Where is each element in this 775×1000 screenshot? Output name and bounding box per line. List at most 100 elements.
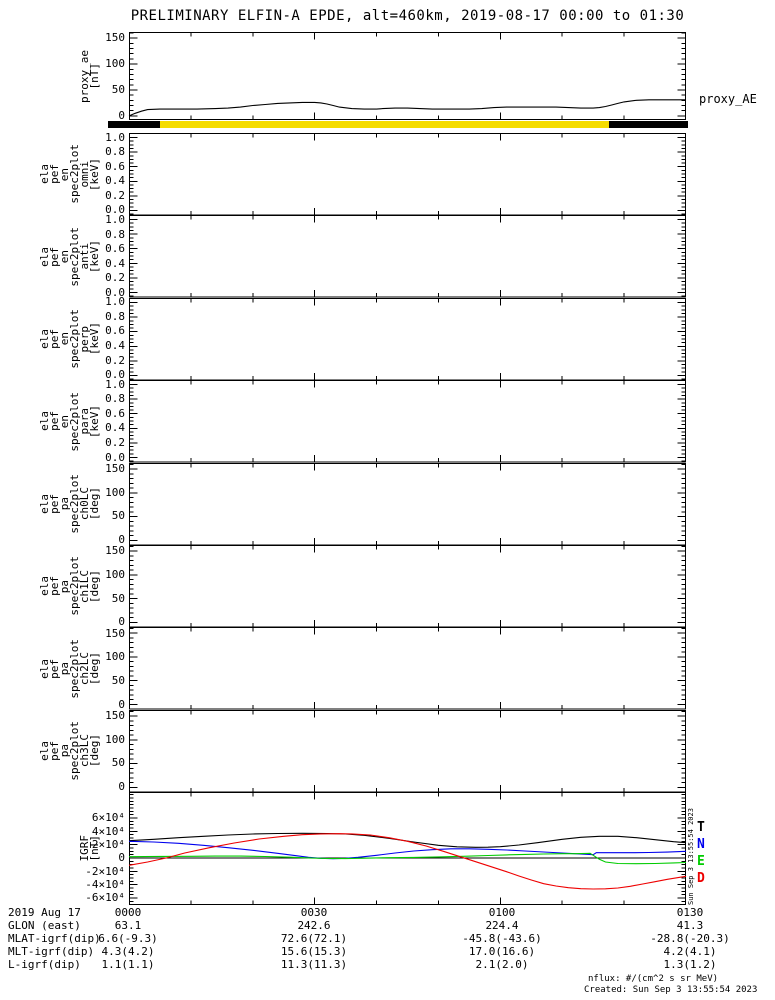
plot-title: PRELIMINARY ELFIN-A EPDE, alt=460km, 201… <box>130 8 685 24</box>
y-tick-label: -6×10⁴ <box>85 891 125 905</box>
y-tick-label: 150 <box>105 461 125 475</box>
y-tick-label: 2×10⁴ <box>91 837 125 851</box>
y-tick-label: 0.2 <box>105 271 125 285</box>
y-tick-label: 0 <box>118 533 125 546</box>
panel-plot-ela_pef_pa_spec2plot_ch1LC <box>129 545 686 628</box>
y-tick-label: 0.2 <box>105 353 125 367</box>
legend-entry-T: T <box>697 820 705 835</box>
table-cell: 11.3(11.3) <box>280 958 348 971</box>
y-tick-label: 100 <box>105 57 125 71</box>
y-tick-label: 0 <box>118 615 125 629</box>
table-row-label: MLT-igrf(dip) <box>8 945 95 958</box>
y-tick-label: 0.4 <box>105 174 125 188</box>
y-tick-label: 0.2 <box>105 188 125 202</box>
y-tick-label: 0.2 <box>105 436 125 450</box>
y-tick-label: 50 <box>111 591 125 605</box>
y-tick-label: 0.6 <box>105 406 125 420</box>
table-cell: 4.2(4.1) <box>663 945 717 958</box>
y-tick-label: 0.4 <box>105 421 125 435</box>
panel-ylabel-ela_pef_pa_spec2plot_ch0LC: ela pef pa spec2plot ch0LC [deg] <box>8 463 101 545</box>
y-tick-label: 100 <box>105 567 125 581</box>
series-line-E <box>128 852 687 865</box>
y-tick-label: 0.0 <box>105 203 125 217</box>
panel-ylabel-ela_pef_pa_spec2plot_ch1LC: ela pef pa spec2plot ch1LC [deg] <box>8 545 101 627</box>
y-tick-label: 0.6 <box>105 159 125 173</box>
series-line-D <box>128 833 687 890</box>
panel-ylabel-ela_pef_pa_spec2plot_ch3LC: ela pef pa spec2plot ch3LC [deg] <box>8 710 101 792</box>
y-tick-label: 1.0 <box>105 377 125 391</box>
y-tick-label: 1.0 <box>105 212 125 226</box>
table-cell: 15.6(15.3) <box>280 945 348 958</box>
panel-plot-ela_pef_pa_spec2plot_ch2LC <box>129 627 686 710</box>
table-row-label: GLON (east) <box>8 919 81 932</box>
created-timestamp: Created: Sun Sep 3 13:55:54 2023 <box>584 985 758 995</box>
y-tick-label: 0.4 <box>105 256 125 270</box>
y-tick-label: 6×10⁴ <box>91 811 125 825</box>
y-tick-label: 150 <box>105 31 125 45</box>
y-tick-label: 150 <box>105 626 125 640</box>
table-cell: 1.1(1.1) <box>101 958 155 971</box>
legend-entry-E: E <box>697 854 705 869</box>
panel-plot-ela_pef_en_spec2plot_omni <box>129 133 686 216</box>
x-tick-label: 0100 <box>488 906 516 919</box>
x-tick-label: 0000 <box>114 906 142 919</box>
y-tick-label: 150 <box>105 708 125 722</box>
table-cell: -28.8(-20.3) <box>650 932 730 945</box>
y-tick-label: 50 <box>111 509 125 523</box>
series-line-T <box>128 832 687 849</box>
table-cell: 2.1(2.0) <box>475 958 529 971</box>
y-tick-label: 0 <box>118 851 125 865</box>
table-cell: 63.1 <box>114 919 142 932</box>
proxy-ae-right-label: proxy_AE <box>699 92 757 106</box>
y-tick-label: 0 <box>118 697 125 711</box>
panel-ylabel-proxy_ae: proxy_ae [nT] <box>8 32 101 120</box>
y-tick-label: 4×10⁴ <box>91 824 125 838</box>
legend-entry-N: N <box>697 837 705 852</box>
y-tick-label: 50 <box>111 82 125 96</box>
panel-plot-ela_pef_en_spec2plot_para <box>129 380 686 463</box>
table-cell: 4.3(4.2) <box>101 945 155 958</box>
x-tick-label: 0130 <box>676 906 704 919</box>
table-cell: 72.6(72.1) <box>280 932 348 945</box>
y-tick-label: -2×10⁴ <box>85 864 125 878</box>
table-row-label: L-igrf(dip) <box>8 958 81 971</box>
table-cell: 224.4 <box>485 919 519 932</box>
y-tick-label: 0 <box>118 780 125 794</box>
y-tick-label: 0.8 <box>105 145 125 159</box>
y-tick-label: 0.0 <box>105 368 125 382</box>
y-tick-label: 100 <box>105 732 125 746</box>
y-tick-label: 100 <box>105 485 125 499</box>
table-cell: 242.6 <box>297 919 331 932</box>
table-cell: 1.3(1.2) <box>663 958 717 971</box>
y-tick-label: 50 <box>111 674 125 688</box>
y-tick-label: 0 <box>118 108 125 122</box>
panel-plot-ela_pef_pa_spec2plot_ch0LC <box>129 462 686 545</box>
y-tick-label: 0.8 <box>105 392 125 406</box>
table-cell: 6.6(-9.3) <box>98 932 158 945</box>
y-tick-label: 50 <box>111 756 125 770</box>
series-line-N <box>128 840 687 860</box>
y-tick-label: 0.0 <box>105 450 125 464</box>
survey-bar-segment <box>609 121 688 128</box>
table-cell: -45.8(-43.6) <box>462 932 542 945</box>
table-row-label: 2019 Aug 17 <box>8 906 81 919</box>
y-tick-label: 0.0 <box>105 285 125 299</box>
y-tick-label: 0.8 <box>105 227 125 241</box>
y-tick-label: 1.0 <box>105 295 125 309</box>
panel-plot-igrf <box>128 792 687 906</box>
table-cell: 17.0(16.6) <box>468 945 536 958</box>
survey-bar-segment <box>108 121 160 128</box>
x-tick-label: 0030 <box>300 906 328 919</box>
nflux-units-note: nflux: #/(cm^2 s sr MeV) <box>588 974 719 984</box>
y-tick-label: -4×10⁴ <box>85 877 125 891</box>
panel-plot-ela_pef_en_spec2plot_perp <box>129 297 686 381</box>
panel-plot-ela_pef_en_spec2plot_anti <box>129 215 686 298</box>
panel-ylabel-ela_pef_pa_spec2plot_ch2LC: ela pef pa spec2plot ch2LC [deg] <box>8 627 101 709</box>
y-tick-label: 0.6 <box>105 324 125 338</box>
y-tick-label: 1.0 <box>105 130 125 144</box>
side-timestamp: Sun Sep 3 13:55:54 2023 <box>687 808 695 905</box>
legend-entry-D: D <box>697 871 705 886</box>
survey-bar-segment <box>160 121 609 128</box>
series-line-proxy_AE <box>128 99 686 117</box>
